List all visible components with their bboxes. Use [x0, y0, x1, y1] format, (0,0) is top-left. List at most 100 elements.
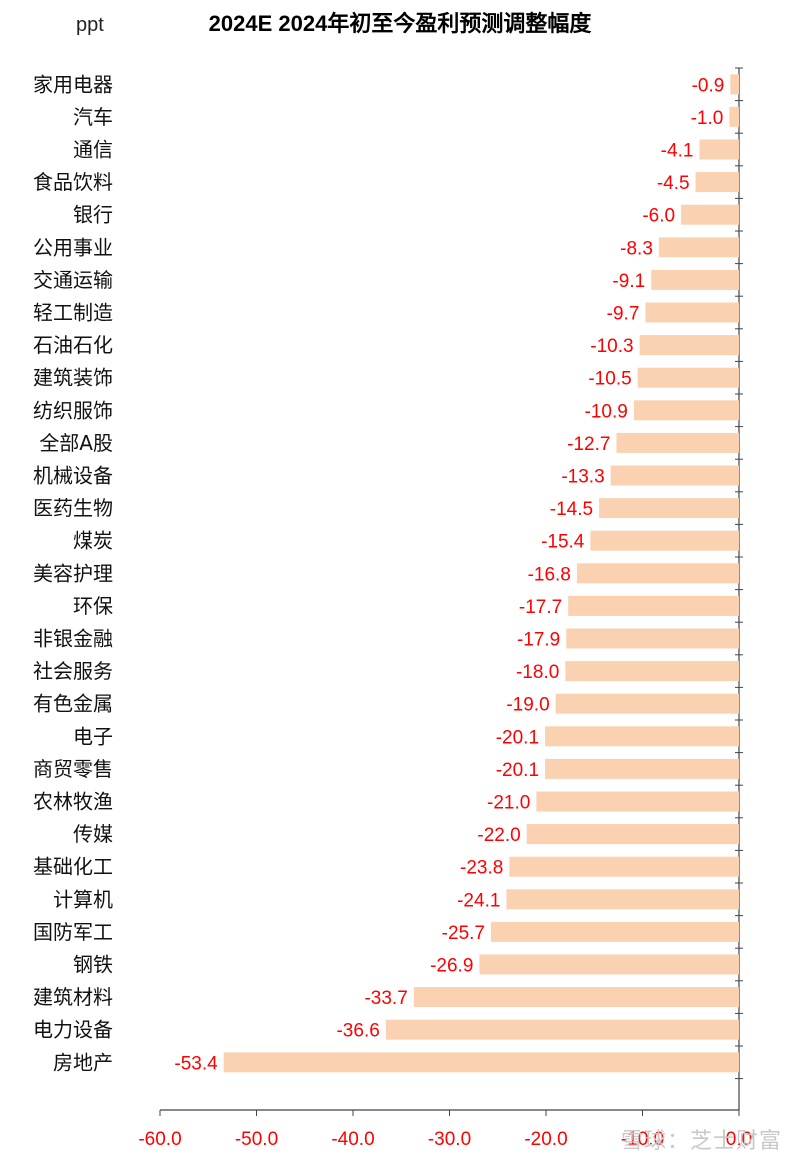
value-label: -4.5 [657, 173, 690, 194]
bar [645, 302, 739, 323]
value-label: -36.6 [336, 1021, 379, 1042]
value-label: -0.9 [692, 75, 725, 96]
bar [699, 139, 739, 160]
category-label: 电子 [73, 724, 113, 748]
value-label: -18.0 [516, 662, 559, 683]
category-label: 交通运输 [33, 268, 113, 292]
bar [479, 954, 739, 975]
category-label: 美容护理 [33, 561, 113, 585]
category-label: 房地产 [53, 1050, 113, 1074]
category-label: 煤炭 [73, 529, 113, 553]
category-label: 社会服务 [33, 659, 113, 683]
category-label: 钢铁 [73, 953, 113, 977]
bar [637, 367, 739, 388]
value-label: -6.0 [642, 206, 675, 227]
value-label: -12.7 [567, 434, 610, 455]
value-label: -20.1 [496, 727, 539, 748]
bar [639, 335, 739, 356]
bar [729, 106, 739, 127]
value-label: -9.7 [607, 304, 640, 325]
bar [681, 204, 739, 225]
value-label: -16.8 [528, 564, 571, 585]
category-label: 全部A股 [39, 431, 113, 455]
value-label: -26.9 [430, 956, 473, 977]
value-label: -4.1 [661, 141, 694, 162]
x-tick-label: -10.0 [621, 1129, 664, 1150]
value-label: -1.0 [691, 108, 724, 129]
category-label: 建筑材料 [33, 985, 113, 1009]
x-tick-label: -40.0 [331, 1129, 374, 1150]
category-label: 纺织服饰 [33, 398, 113, 422]
value-label: -23.8 [460, 858, 503, 879]
category-label: 商贸零售 [33, 757, 113, 781]
bar [616, 432, 739, 453]
category-label: 基础化工 [33, 855, 113, 879]
value-label: -33.7 [364, 988, 407, 1009]
bar [633, 400, 739, 421]
category-label: 国防军工 [33, 920, 113, 944]
category-label: 汽车 [73, 105, 113, 129]
bar [385, 1019, 739, 1040]
value-label: -53.4 [174, 1053, 218, 1074]
bar [509, 856, 739, 877]
category-label: 环保 [73, 594, 113, 618]
value-label: -15.4 [541, 532, 585, 553]
value-label: -17.7 [519, 597, 562, 618]
bar [506, 889, 739, 910]
bar [730, 74, 739, 95]
category-label: 有色金属 [33, 692, 113, 716]
category-label: 传媒 [73, 822, 113, 846]
value-label: -10.5 [588, 369, 631, 390]
value-label: -13.3 [561, 467, 604, 488]
bar [610, 465, 739, 486]
bar [526, 824, 739, 845]
value-label: -25.7 [442, 923, 485, 944]
x-tick-label: -30.0 [428, 1129, 471, 1150]
value-label: -21.0 [487, 793, 530, 814]
category-label: 银行 [73, 203, 113, 227]
category-label: 计算机 [53, 887, 113, 911]
category-label: 通信 [73, 138, 113, 162]
value-label: -24.1 [457, 890, 500, 911]
x-tick-label: -50.0 [235, 1129, 278, 1150]
value-label: -9.1 [612, 271, 645, 292]
value-label: -10.3 [590, 336, 633, 357]
bar [658, 237, 739, 258]
value-label: -8.3 [620, 238, 653, 259]
bar [555, 693, 739, 714]
value-label: -20.1 [496, 760, 539, 781]
x-tick-label: -60.0 [138, 1129, 181, 1150]
value-label: -10.9 [585, 401, 628, 422]
value-label: -22.0 [477, 825, 520, 846]
bar [565, 661, 739, 682]
category-label: 非银金融 [33, 627, 113, 651]
category-label: 家用电器 [33, 72, 113, 96]
bar [536, 791, 739, 812]
bar [413, 987, 739, 1008]
value-label: -14.5 [550, 499, 593, 520]
bar [576, 563, 739, 584]
category-label: 机械设备 [33, 464, 113, 488]
bar [490, 921, 739, 942]
bar [223, 1052, 739, 1073]
category-label: 轻工制造 [33, 301, 113, 325]
category-label: 电力设备 [33, 1018, 113, 1042]
bar [695, 172, 739, 193]
category-label: 建筑装饰 [33, 366, 113, 390]
unit-label: ppt [76, 14, 104, 36]
category-label: 石油石化 [33, 333, 113, 357]
bar [568, 595, 739, 616]
bar [566, 628, 739, 649]
value-label: -17.9 [517, 630, 560, 651]
category-label: 食品饮料 [33, 170, 113, 194]
bar [599, 498, 739, 519]
bar [590, 530, 739, 551]
value-label: -19.0 [506, 695, 549, 716]
watermark: 雪球：芝士财富 [620, 1128, 782, 1153]
bar [545, 726, 739, 747]
category-label: 农林牧渔 [33, 790, 113, 814]
category-label: 医药生物 [33, 496, 113, 520]
x-tick-label: 0.0 [726, 1129, 752, 1150]
bar [651, 269, 739, 290]
